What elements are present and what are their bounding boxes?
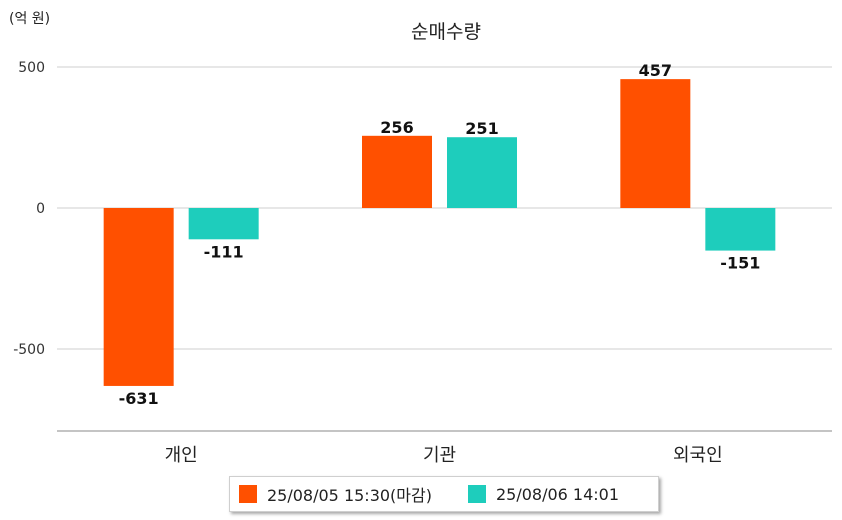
x-category-label: 외국인 bbox=[673, 445, 723, 466]
legend-label-series-1: 25/08/05 15:30(마감) bbox=[267, 486, 432, 505]
legend-item-series-2[interactable]: 25/08/06 14:01 bbox=[467, 484, 620, 504]
bar bbox=[103, 208, 174, 386]
legend-swatch-series-1 bbox=[239, 485, 257, 503]
y-tick-label: -500 bbox=[13, 342, 45, 358]
y-tick-label: 500 bbox=[18, 60, 45, 76]
bar-value-label: -111 bbox=[204, 242, 244, 261]
bar bbox=[620, 79, 691, 208]
legend-label-series-2: 25/08/06 14:01 bbox=[495, 484, 620, 504]
bar-value-label: 457 bbox=[639, 61, 672, 80]
bar-value-label: -151 bbox=[720, 254, 760, 273]
bar-value-label: 256 bbox=[380, 118, 413, 137]
legend-swatch-series-2 bbox=[467, 485, 486, 503]
bar bbox=[188, 208, 259, 240]
unit-label: (억 원) bbox=[9, 11, 51, 27]
y-tick-label: 0 bbox=[36, 201, 45, 217]
bar bbox=[447, 137, 517, 208]
bar-value-label: -631 bbox=[119, 389, 159, 408]
chart-title: 순매수량 bbox=[411, 21, 481, 43]
bar bbox=[705, 208, 776, 251]
bar-chart: 순매수량 500 0 -500 개인 -631 -111 기관 256 251 외국인 457 -151 bbox=[13, 21, 832, 466]
legend-item-series-1[interactable]: 25/08/05 15:30(마감) bbox=[239, 482, 432, 506]
bar bbox=[362, 135, 432, 208]
bar-value-label: 251 bbox=[465, 119, 498, 138]
legend: 25/08/05 15:30(마감) 25/08/06 14:01 bbox=[229, 476, 659, 512]
x-category-label: 개인 bbox=[165, 445, 198, 466]
x-category-label: 기관 bbox=[423, 445, 456, 466]
